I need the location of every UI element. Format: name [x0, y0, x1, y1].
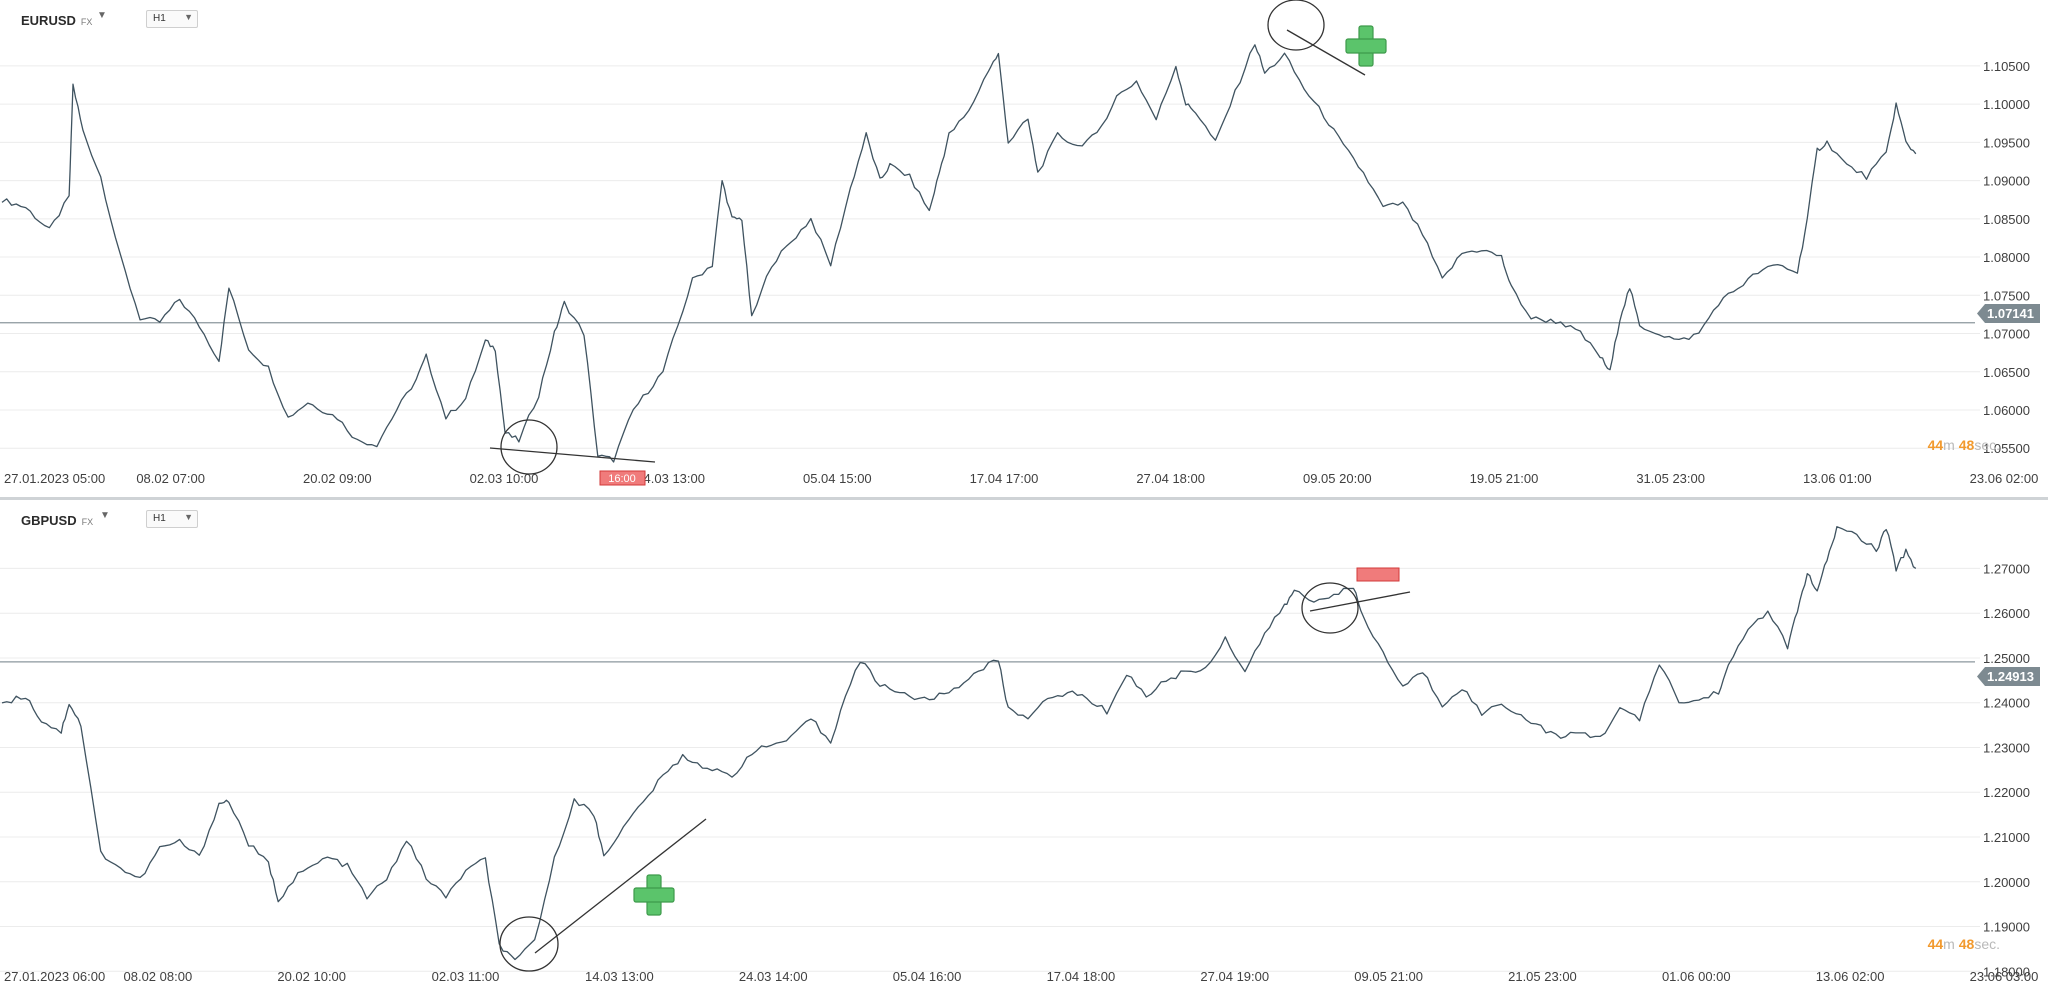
gbpusd-chart[interactable]: 1.18000 1.19000 1.20000 1.21000 1.22000 1.230…: [0, 500, 2048, 996]
x-tick-label: 05.04 15:00: [803, 471, 872, 486]
symbol-dropdown-chevron-down-icon[interactable]: ▼: [100, 510, 110, 521]
x-tick-label: 13.06 01:00: [1803, 471, 1872, 486]
x-tick-label: 27.01.2023 05:00: [4, 471, 105, 486]
chevron-down-icon: ▼: [184, 12, 193, 22]
y-tick-label: 1.08000: [1983, 250, 2030, 265]
x-tick-label: 27.04 18:00: [1136, 471, 1205, 486]
x-tick-label: 02.03 10:00: [470, 471, 539, 486]
symbol-type: FX: [81, 517, 94, 527]
timeframe-select[interactable]: H1 ▼: [146, 510, 198, 528]
y-tick-label: 1.24000: [1983, 696, 2030, 711]
y-tick-label: 1.22000: [1983, 785, 2030, 800]
eurusd-pane-header: EURUSD FX ▼ H1 ▼: [0, 0, 600, 40]
x-tick-label: 08.02 08:00: [124, 969, 193, 984]
x-tick-label: 24.03 14:00: [739, 969, 808, 984]
price-series-line: [1, 44, 1917, 463]
y-tick-label: 1.18000: [1983, 964, 2030, 979]
sell-marker: [1356, 567, 1400, 582]
symbol-label[interactable]: EURUSD FX: [21, 13, 93, 28]
y-tick-label: 1.10500: [1983, 59, 2030, 74]
gbpusd-pane-header: GBPUSD FX ▼ H1 ▼: [0, 500, 600, 540]
y-tick-label: 1.23000: [1983, 740, 2030, 755]
gbpusd-chart-pane[interactable]: 1.18000 1.19000 1.20000 1.21000 1.22000 1.230…: [0, 500, 2048, 996]
trendline: [534, 818, 707, 954]
x-tick-label: 17.04 18:00: [1047, 969, 1116, 984]
current-price-label: 1.07141: [1977, 304, 2040, 323]
x-tick-label: 19.05 21:00: [1470, 471, 1539, 486]
x-tick-label: 20.02 09:00: [303, 471, 372, 486]
y-tick-label: 1.05500: [1983, 441, 2030, 456]
y-tick-label: 1.07500: [1983, 288, 2030, 303]
y-tick-label: 1.10000: [1983, 97, 2030, 112]
current-price-label: 1.24913: [1977, 667, 2040, 686]
symbol-dropdown-chevron-down-icon[interactable]: ▼: [97, 10, 107, 21]
y-tick-label: 1.06500: [1983, 365, 2030, 380]
x-tick-label: 27.01.2023 06:00: [4, 969, 105, 984]
trendline: [1286, 29, 1366, 76]
highlight-time-label: 16:00: [599, 470, 646, 486]
x-tick-label: 13.06 02:00: [1816, 969, 1885, 984]
x-tick-label: 09.05 21:00: [1354, 969, 1423, 984]
top-pattern-circle: [1267, 0, 1325, 51]
x-tick-label: 09.05 20:00: [1303, 471, 1372, 486]
buy-plus-icon: [1345, 25, 1387, 67]
y-tick-label: 1.07000: [1983, 327, 2030, 342]
x-tick-label: 23.06 02:00: [1970, 471, 2039, 486]
x-tick-label: 20.02 10:00: [277, 969, 346, 984]
eurusd-chart-pane[interactable]: 1.05500 1.06000 1.06500 1.07000 1.07500 1.080…: [0, 0, 2048, 497]
x-tick-label: 05.04 16:00: [893, 969, 962, 984]
candle-timer: 44m 48sec.: [1927, 437, 2000, 453]
y-tick-label: 1.19000: [1983, 920, 2030, 935]
y-tick-label: 1.25000: [1983, 651, 2030, 666]
chevron-down-icon: ▼: [184, 512, 193, 522]
y-tick-label: 1.27000: [1983, 561, 2030, 576]
trendline: [489, 447, 656, 463]
y-tick-label: 1.08500: [1983, 212, 2030, 227]
pane-divider[interactable]: [0, 497, 2048, 500]
x-tick-label: 01.06 00:00: [1662, 969, 1731, 984]
top-pattern-circle: [1301, 582, 1359, 634]
x-tick-label: 21.05 23:00: [1508, 969, 1577, 984]
eurusd-chart[interactable]: 1.05500 1.06000 1.06500 1.07000 1.07500 1.080…: [0, 0, 2048, 497]
buy-plus-icon: [633, 874, 675, 916]
timeframe-select[interactable]: H1 ▼: [146, 10, 198, 28]
x-tick-label: 02.03 11:00: [432, 969, 500, 984]
x-tick-label: 24.03 13:00: [636, 471, 705, 486]
symbol-type: FX: [80, 17, 93, 27]
y-tick-label: 1.09500: [1983, 135, 2030, 150]
y-tick-label: 1.26000: [1983, 606, 2030, 621]
bottom-pattern-circle: [499, 916, 559, 972]
y-tick-label: 1.06000: [1983, 403, 2030, 418]
candle-timer: 44m 48sec.: [1927, 936, 2000, 952]
x-tick-label: 14.03 13:00: [585, 969, 654, 984]
svg-text:16:00: 16:00: [608, 473, 636, 485]
x-tick-label: 23.06 03:00: [1970, 969, 2039, 984]
y-tick-label: 1.21000: [1983, 830, 2030, 845]
x-tick-label: 08.02 07:00: [136, 471, 205, 486]
x-tick-label: 17.04 17:00: [970, 471, 1039, 486]
price-series-line: [1, 526, 1917, 961]
trendline: [1309, 591, 1411, 612]
bottom-pattern-circle: [500, 419, 558, 475]
symbol-label[interactable]: GBPUSD FX: [21, 513, 94, 528]
y-tick-label: 1.20000: [1983, 875, 2030, 890]
x-tick-label: 27.04 19:00: [1200, 969, 1269, 984]
y-tick-label: 1.09000: [1983, 174, 2030, 189]
x-tick-label: 31.05 23:00: [1636, 471, 1705, 486]
